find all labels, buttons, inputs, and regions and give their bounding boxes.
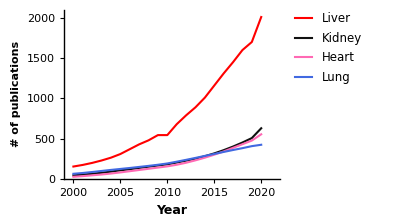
Liver <box>146 139 151 142</box>
Line: Liver: Liver <box>73 17 261 166</box>
Liver <box>231 61 236 63</box>
Heart <box>90 174 94 177</box>
Kidney <box>174 161 179 164</box>
Lung <box>137 166 142 168</box>
Line: Heart: Heart <box>73 134 261 177</box>
Lung <box>118 168 123 170</box>
Lung <box>184 159 188 161</box>
Kidney <box>80 173 85 176</box>
Kidney <box>137 167 142 169</box>
Liver <box>80 164 85 166</box>
Liver <box>259 16 264 18</box>
Kidney <box>71 174 76 177</box>
Y-axis label: # of publications: # of publications <box>11 41 21 148</box>
Kidney <box>193 157 198 160</box>
Kidney <box>108 170 113 173</box>
Lung <box>80 172 85 174</box>
Lung <box>193 157 198 159</box>
Kidney <box>184 159 188 162</box>
Liver <box>193 106 198 108</box>
Liver <box>174 123 179 125</box>
Line: Lung: Lung <box>73 145 261 174</box>
Lung <box>259 143 264 146</box>
Lung <box>146 164 151 167</box>
Lung <box>71 173 76 175</box>
Lung <box>174 160 179 163</box>
Kidney <box>212 152 217 155</box>
Lung <box>231 149 236 151</box>
Liver <box>165 134 170 136</box>
Kidney <box>118 169 123 172</box>
Heart <box>259 133 264 136</box>
Kidney <box>259 127 264 130</box>
Lung <box>127 167 132 169</box>
Heart <box>118 171 123 174</box>
Kidney <box>221 149 226 151</box>
Heart <box>137 169 142 171</box>
Lung <box>202 155 207 157</box>
Liver <box>156 134 160 136</box>
Kidney <box>165 163 170 166</box>
Lung <box>240 147 245 150</box>
Kidney <box>90 173 94 175</box>
Heart <box>80 175 85 178</box>
Kidney <box>250 137 254 139</box>
Kidney <box>156 164 160 167</box>
Heart <box>231 146 236 149</box>
Heart <box>165 165 170 168</box>
Heart <box>146 168 151 170</box>
Lung <box>99 170 104 172</box>
Heart <box>202 156 207 159</box>
X-axis label: Year: Year <box>156 204 188 217</box>
Liver <box>108 156 113 159</box>
Heart <box>99 173 104 176</box>
Liver <box>240 49 245 51</box>
Heart <box>221 150 226 153</box>
Liver <box>202 96 207 99</box>
Lung <box>165 162 170 165</box>
Liver <box>137 143 142 146</box>
Liver <box>184 114 188 117</box>
Kidney <box>202 155 207 158</box>
Heart <box>250 139 254 142</box>
Kidney <box>146 165 151 168</box>
Heart <box>184 161 188 164</box>
Heart <box>212 153 217 156</box>
Liver <box>250 41 254 43</box>
Liver <box>221 72 226 75</box>
Kidney <box>99 171 104 174</box>
Heart <box>71 176 76 178</box>
Lung <box>221 151 226 153</box>
Liver <box>127 148 132 151</box>
Liver <box>71 165 76 168</box>
Lung <box>212 153 217 155</box>
Kidney <box>231 145 236 148</box>
Legend: Liver, Kidney, Heart, Lung: Liver, Kidney, Heart, Lung <box>294 12 362 84</box>
Heart <box>108 172 113 175</box>
Kidney <box>127 168 132 171</box>
Liver <box>212 84 217 87</box>
Kidney <box>240 141 245 144</box>
Heart <box>127 170 132 173</box>
Liver <box>99 159 104 162</box>
Heart <box>174 163 179 166</box>
Lung <box>108 169 113 171</box>
Lung <box>156 163 160 166</box>
Heart <box>156 166 160 169</box>
Lung <box>250 145 254 147</box>
Heart <box>240 143 245 146</box>
Heart <box>193 159 198 162</box>
Line: Kidney: Kidney <box>73 128 261 175</box>
Lung <box>90 171 94 173</box>
Liver <box>118 153 123 155</box>
Liver <box>90 162 94 164</box>
